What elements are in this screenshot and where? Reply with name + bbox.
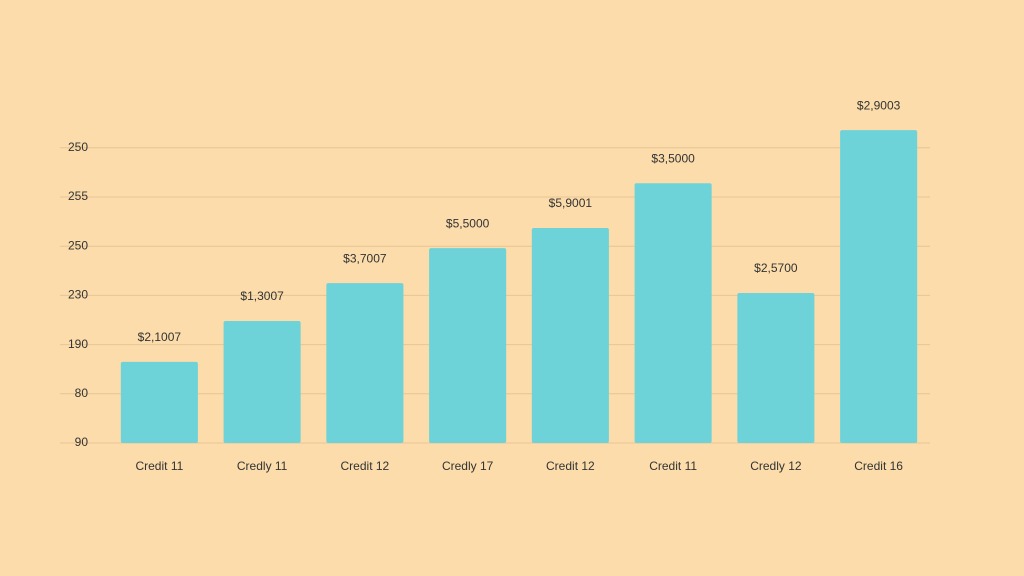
y-tick-label: 90 (75, 435, 89, 449)
x-tick-label: Credit 16 (854, 459, 903, 473)
bar (223, 320, 301, 443)
x-tick-label: Credit 11 (649, 459, 697, 473)
bar-annotation: $2,1007 (138, 330, 182, 344)
bar (840, 130, 918, 443)
bar-annotation: $5,9001 (549, 196, 593, 210)
bar (634, 183, 712, 443)
y-tick-label: 80 (75, 386, 89, 400)
bar-annotation: $3,7007 (343, 251, 387, 265)
bar-annotation: $3,5000 (651, 151, 695, 165)
y-tick-label: 250 (68, 140, 88, 154)
y-tick-label: 230 (68, 288, 88, 302)
bar-annotation: $1,3007 (240, 289, 284, 303)
bar-annotation: $2,5700 (754, 261, 798, 275)
x-tick-label: Credly 11 (237, 459, 288, 473)
x-tick-label: Credly 17 (442, 459, 494, 473)
bar (326, 283, 404, 443)
x-tick-label: Credit 12 (341, 459, 390, 473)
bar (531, 227, 609, 443)
y-tick-label: 250 (68, 238, 88, 252)
bar-annotation: $5,5000 (446, 216, 490, 230)
x-tick-label: Credit 12 (546, 459, 595, 473)
bar (429, 248, 507, 443)
y-tick-label: 190 (68, 337, 88, 351)
x-tick-label: Credit 11 (135, 459, 183, 473)
bar (737, 292, 815, 443)
y-tick-label: 255 (68, 189, 88, 203)
bar (120, 361, 198, 443)
bar-annotation: $2,9003 (857, 98, 901, 112)
x-tick-label: Credly 12 (750, 459, 802, 473)
